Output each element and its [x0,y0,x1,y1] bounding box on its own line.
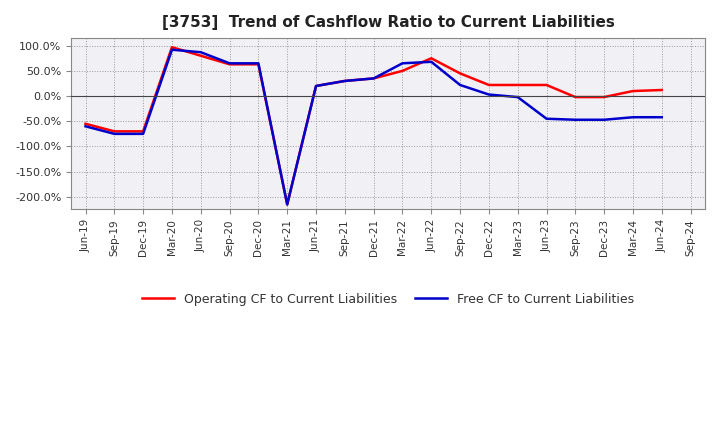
Operating CF to Current Liabilities [197,53,205,59]
Operating CF to Current Liabilities [542,82,551,88]
Operating CF to Current Liabilities [369,76,378,81]
Operating CF to Current Liabilities [398,68,407,73]
Free CF to Current Liabilities [600,117,608,122]
Free CF to Current Liabilities [139,131,148,136]
Free CF to Current Liabilities [398,61,407,66]
Free CF to Current Liabilities [369,76,378,81]
Operating CF to Current Liabilities [110,129,119,134]
Free CF to Current Liabilities [81,124,90,129]
Operating CF to Current Liabilities [485,82,493,88]
Free CF to Current Liabilities [629,114,637,120]
Line: Free CF to Current Liabilities: Free CF to Current Liabilities [86,50,662,205]
Operating CF to Current Liabilities [81,121,90,126]
Free CF to Current Liabilities [197,50,205,55]
Operating CF to Current Liabilities [571,95,580,100]
Free CF to Current Liabilities [168,47,176,52]
Operating CF to Current Liabilities [283,202,292,207]
Free CF to Current Liabilities [571,117,580,122]
Free CF to Current Liabilities [110,131,119,136]
Free CF to Current Liabilities [513,95,522,100]
Line: Operating CF to Current Liabilities: Operating CF to Current Liabilities [86,47,662,205]
Free CF to Current Liabilities [456,82,464,88]
Free CF to Current Liabilities [485,92,493,97]
Operating CF to Current Liabilities [168,44,176,50]
Operating CF to Current Liabilities [600,95,608,100]
Operating CF to Current Liabilities [513,82,522,88]
Free CF to Current Liabilities [283,202,292,207]
Operating CF to Current Liabilities [657,88,666,93]
Free CF to Current Liabilities [254,61,263,66]
Free CF to Current Liabilities [225,61,234,66]
Operating CF to Current Liabilities [312,83,320,88]
Operating CF to Current Liabilities [254,62,263,67]
Operating CF to Current Liabilities [629,88,637,94]
Operating CF to Current Liabilities [456,71,464,76]
Free CF to Current Liabilities [657,114,666,120]
Operating CF to Current Liabilities [139,129,148,134]
Legend: Operating CF to Current Liabilities, Free CF to Current Liabilities: Operating CF to Current Liabilities, Fre… [138,288,639,311]
Free CF to Current Liabilities [341,78,349,84]
Free CF to Current Liabilities [427,59,436,64]
Operating CF to Current Liabilities [341,78,349,84]
Operating CF to Current Liabilities [427,55,436,61]
Free CF to Current Liabilities [312,83,320,88]
Title: [3753]  Trend of Cashflow Ratio to Current Liabilities: [3753] Trend of Cashflow Ratio to Curren… [161,15,614,30]
Operating CF to Current Liabilities [225,62,234,67]
Free CF to Current Liabilities [542,116,551,121]
